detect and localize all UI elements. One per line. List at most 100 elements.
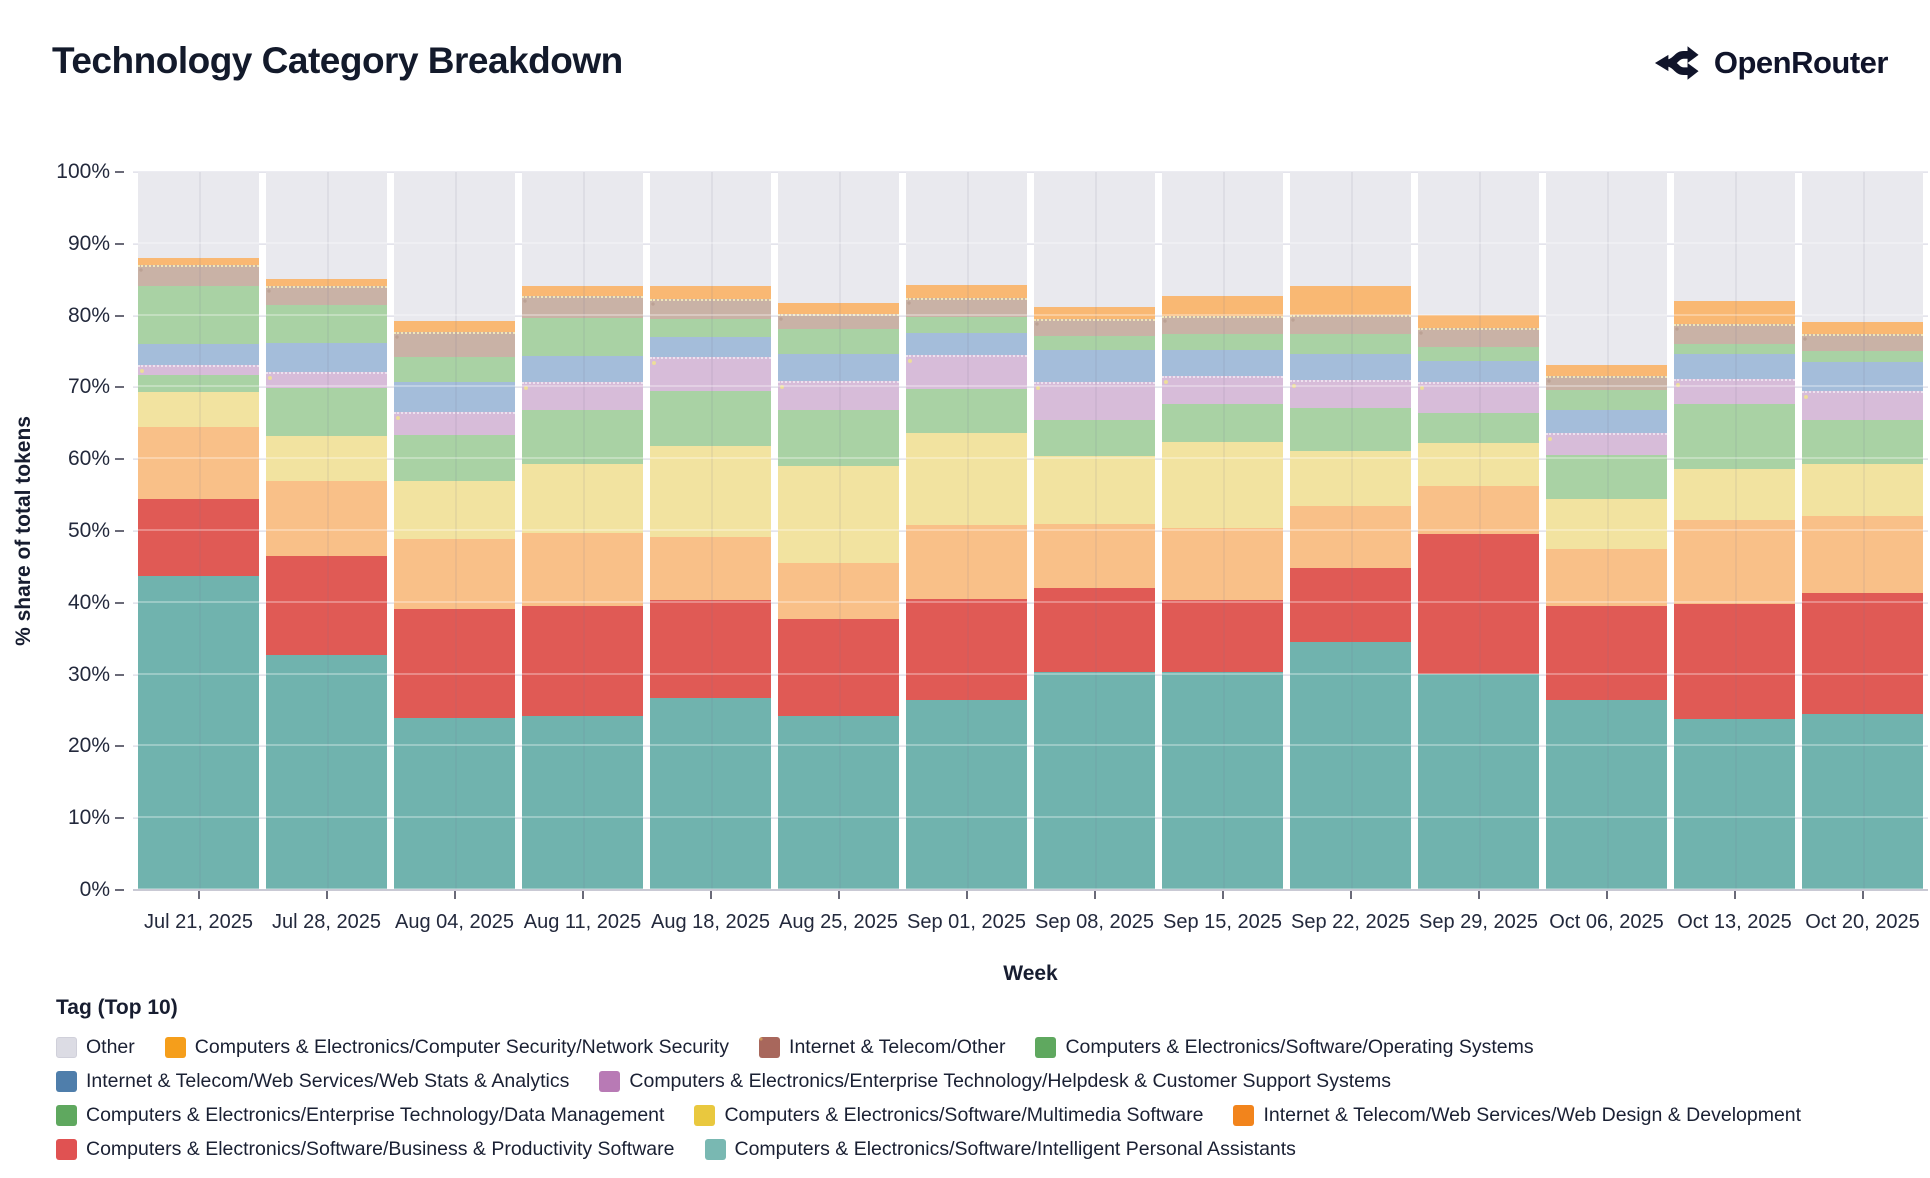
bar-jul-28-2025[interactable] xyxy=(266,172,387,890)
bar-segment-netsec[interactable] xyxy=(394,321,515,333)
bar-segment-os[interactable] xyxy=(650,318,771,338)
bar-oct-06-2025[interactable] xyxy=(1546,172,1667,890)
bar-segment-other[interactable] xyxy=(1674,172,1795,301)
bar-sep-29-2025[interactable] xyxy=(1418,172,1539,890)
bar-segment-itother[interactable] xyxy=(1674,323,1795,345)
bar-segment-netsec[interactable] xyxy=(1802,322,1923,335)
bar-segment-os[interactable] xyxy=(394,357,515,383)
bar-segment-bizprod[interactable] xyxy=(1802,592,1923,715)
bar-segment-multimedia[interactable] xyxy=(394,480,515,539)
bar-segment-bizprod[interactable] xyxy=(1674,604,1795,720)
bar-segment-webdesign[interactable] xyxy=(1418,485,1539,534)
bar-segment-ipa[interactable] xyxy=(1418,673,1539,890)
bar-segment-bizprod[interactable] xyxy=(906,598,1027,700)
bar-segment-datamgmt[interactable] xyxy=(138,375,259,393)
bar-sep-15-2025[interactable] xyxy=(1162,172,1283,890)
bar-segment-other[interactable] xyxy=(138,172,259,259)
bar-segment-itother[interactable] xyxy=(906,297,1027,318)
bar-segment-datamgmt[interactable] xyxy=(1546,454,1667,499)
bar-segment-os[interactable] xyxy=(1802,350,1923,363)
bar-sep-01-2025[interactable] xyxy=(906,172,1027,890)
bar-segment-helpdesk[interactable] xyxy=(266,372,387,389)
bar-segment-helpdesk[interactable] xyxy=(1034,382,1155,421)
bar-segment-other[interactable] xyxy=(1802,172,1923,323)
bar-segment-webdesign[interactable] xyxy=(906,524,1027,599)
bar-segment-ipa[interactable] xyxy=(1546,699,1667,890)
bar-segment-os[interactable] xyxy=(522,317,643,356)
bar-segment-bizprod[interactable] xyxy=(1418,533,1539,674)
bar-segment-bizprod[interactable] xyxy=(394,609,515,718)
bar-segment-os[interactable] xyxy=(1162,334,1283,351)
bar-segment-ipa[interactable] xyxy=(522,715,643,890)
bar-segment-itother[interactable] xyxy=(1034,319,1155,337)
bar-segment-os[interactable] xyxy=(1546,390,1667,411)
bar-segment-netsec[interactable] xyxy=(1162,295,1283,317)
bar-segment-other[interactable] xyxy=(1162,172,1283,296)
bar-segment-other[interactable] xyxy=(394,172,515,322)
bar-segment-bizprod[interactable] xyxy=(1034,588,1155,672)
bar-segment-itother[interactable] xyxy=(522,296,643,318)
bar-segment-webdesign[interactable] xyxy=(650,536,771,600)
bar-segment-multimedia[interactable] xyxy=(1034,455,1155,524)
bar-segment-netsec[interactable] xyxy=(778,302,899,314)
bar-segment-webdesign[interactable] xyxy=(394,538,515,610)
bar-segment-webdesign[interactable] xyxy=(138,426,259,499)
bar-segment-datamgmt[interactable] xyxy=(1674,403,1795,470)
legend-item-ipa[interactable]: Computers & Electronics/Software/Intelli… xyxy=(704,1138,1296,1161)
bar-segment-ipa[interactable] xyxy=(1802,714,1923,890)
bar-segment-bizprod[interactable] xyxy=(266,556,387,655)
bar-segment-itother[interactable] xyxy=(1418,327,1539,347)
bar-aug-18-2025[interactable] xyxy=(650,172,771,890)
bar-segment-datamgmt[interactable] xyxy=(1802,419,1923,464)
bar-segment-ipa[interactable] xyxy=(1290,641,1411,890)
bar-segment-helpdesk[interactable] xyxy=(1802,391,1923,420)
bar-segment-webdesign[interactable] xyxy=(1290,505,1411,568)
bar-segment-os[interactable] xyxy=(266,304,387,343)
legend-item-os[interactable]: Computers & Electronics/Software/Operati… xyxy=(1035,1036,1534,1059)
bar-segment-webstats[interactable] xyxy=(906,332,1027,356)
bar-segment-webstats[interactable] xyxy=(1674,353,1795,379)
bar-oct-13-2025[interactable] xyxy=(1674,172,1795,890)
bar-segment-ipa[interactable] xyxy=(138,575,259,890)
bar-segment-other[interactable] xyxy=(266,172,387,280)
bar-segment-other[interactable] xyxy=(906,172,1027,285)
bar-segment-webdesign[interactable] xyxy=(522,533,643,607)
bar-segment-itother[interactable] xyxy=(138,265,259,287)
bar-segment-helpdesk[interactable] xyxy=(138,365,259,376)
bar-segment-bizprod[interactable] xyxy=(522,606,643,716)
bar-segment-webstats[interactable] xyxy=(394,382,515,412)
bar-segment-itother[interactable] xyxy=(778,313,899,330)
bar-segment-webstats[interactable] xyxy=(1418,360,1539,383)
bar-segment-helpdesk[interactable] xyxy=(522,382,643,411)
bar-segment-netsec[interactable] xyxy=(1290,286,1411,315)
bar-segment-netsec[interactable] xyxy=(1034,307,1155,320)
legend-item-other[interactable]: Other xyxy=(56,1036,135,1059)
bar-segment-webdesign[interactable] xyxy=(1802,515,1923,593)
legend-item-webstats[interactable]: Internet & Telecom/Web Services/Web Stat… xyxy=(56,1070,569,1093)
bar-segment-multimedia[interactable] xyxy=(650,446,771,537)
bar-segment-multimedia[interactable] xyxy=(1802,463,1923,516)
legend-item-bizprod[interactable]: Computers & Electronics/Software/Busines… xyxy=(56,1138,675,1161)
bar-segment-webstats[interactable] xyxy=(1802,362,1923,392)
bar-segment-other[interactable] xyxy=(1034,172,1155,308)
bar-segment-os[interactable] xyxy=(1290,333,1411,355)
legend-item-helpdesk[interactable]: Computers & Electronics/Enterprise Techn… xyxy=(599,1070,1391,1093)
bar-segment-datamgmt[interactable] xyxy=(778,409,899,467)
bar-segment-itother[interactable] xyxy=(1802,334,1923,351)
bar-segment-os[interactable] xyxy=(1674,344,1795,354)
legend-item-netsec[interactable]: Computers & Electronics/Computer Securit… xyxy=(164,1036,729,1059)
bar-segment-datamgmt[interactable] xyxy=(1034,420,1155,456)
bar-segment-helpdesk[interactable] xyxy=(906,355,1027,389)
legend-item-datamgmt[interactable]: Computers & Electronics/Enterprise Techn… xyxy=(56,1104,664,1127)
bar-segment-multimedia[interactable] xyxy=(138,392,259,427)
bar-segment-multimedia[interactable] xyxy=(1674,469,1795,521)
bar-segment-ipa[interactable] xyxy=(394,717,515,890)
bar-segment-bizprod[interactable] xyxy=(650,599,771,699)
bar-segment-other[interactable] xyxy=(1546,172,1667,366)
bar-segment-netsec[interactable] xyxy=(1674,300,1795,324)
bar-segment-multimedia[interactable] xyxy=(1418,442,1539,486)
legend-item-itother[interactable]: Internet & Telecom/Other xyxy=(759,1036,1005,1059)
bar-sep-08-2025[interactable] xyxy=(1034,172,1155,890)
bar-segment-webdesign[interactable] xyxy=(1674,520,1795,605)
bar-segment-multimedia[interactable] xyxy=(1162,441,1283,529)
